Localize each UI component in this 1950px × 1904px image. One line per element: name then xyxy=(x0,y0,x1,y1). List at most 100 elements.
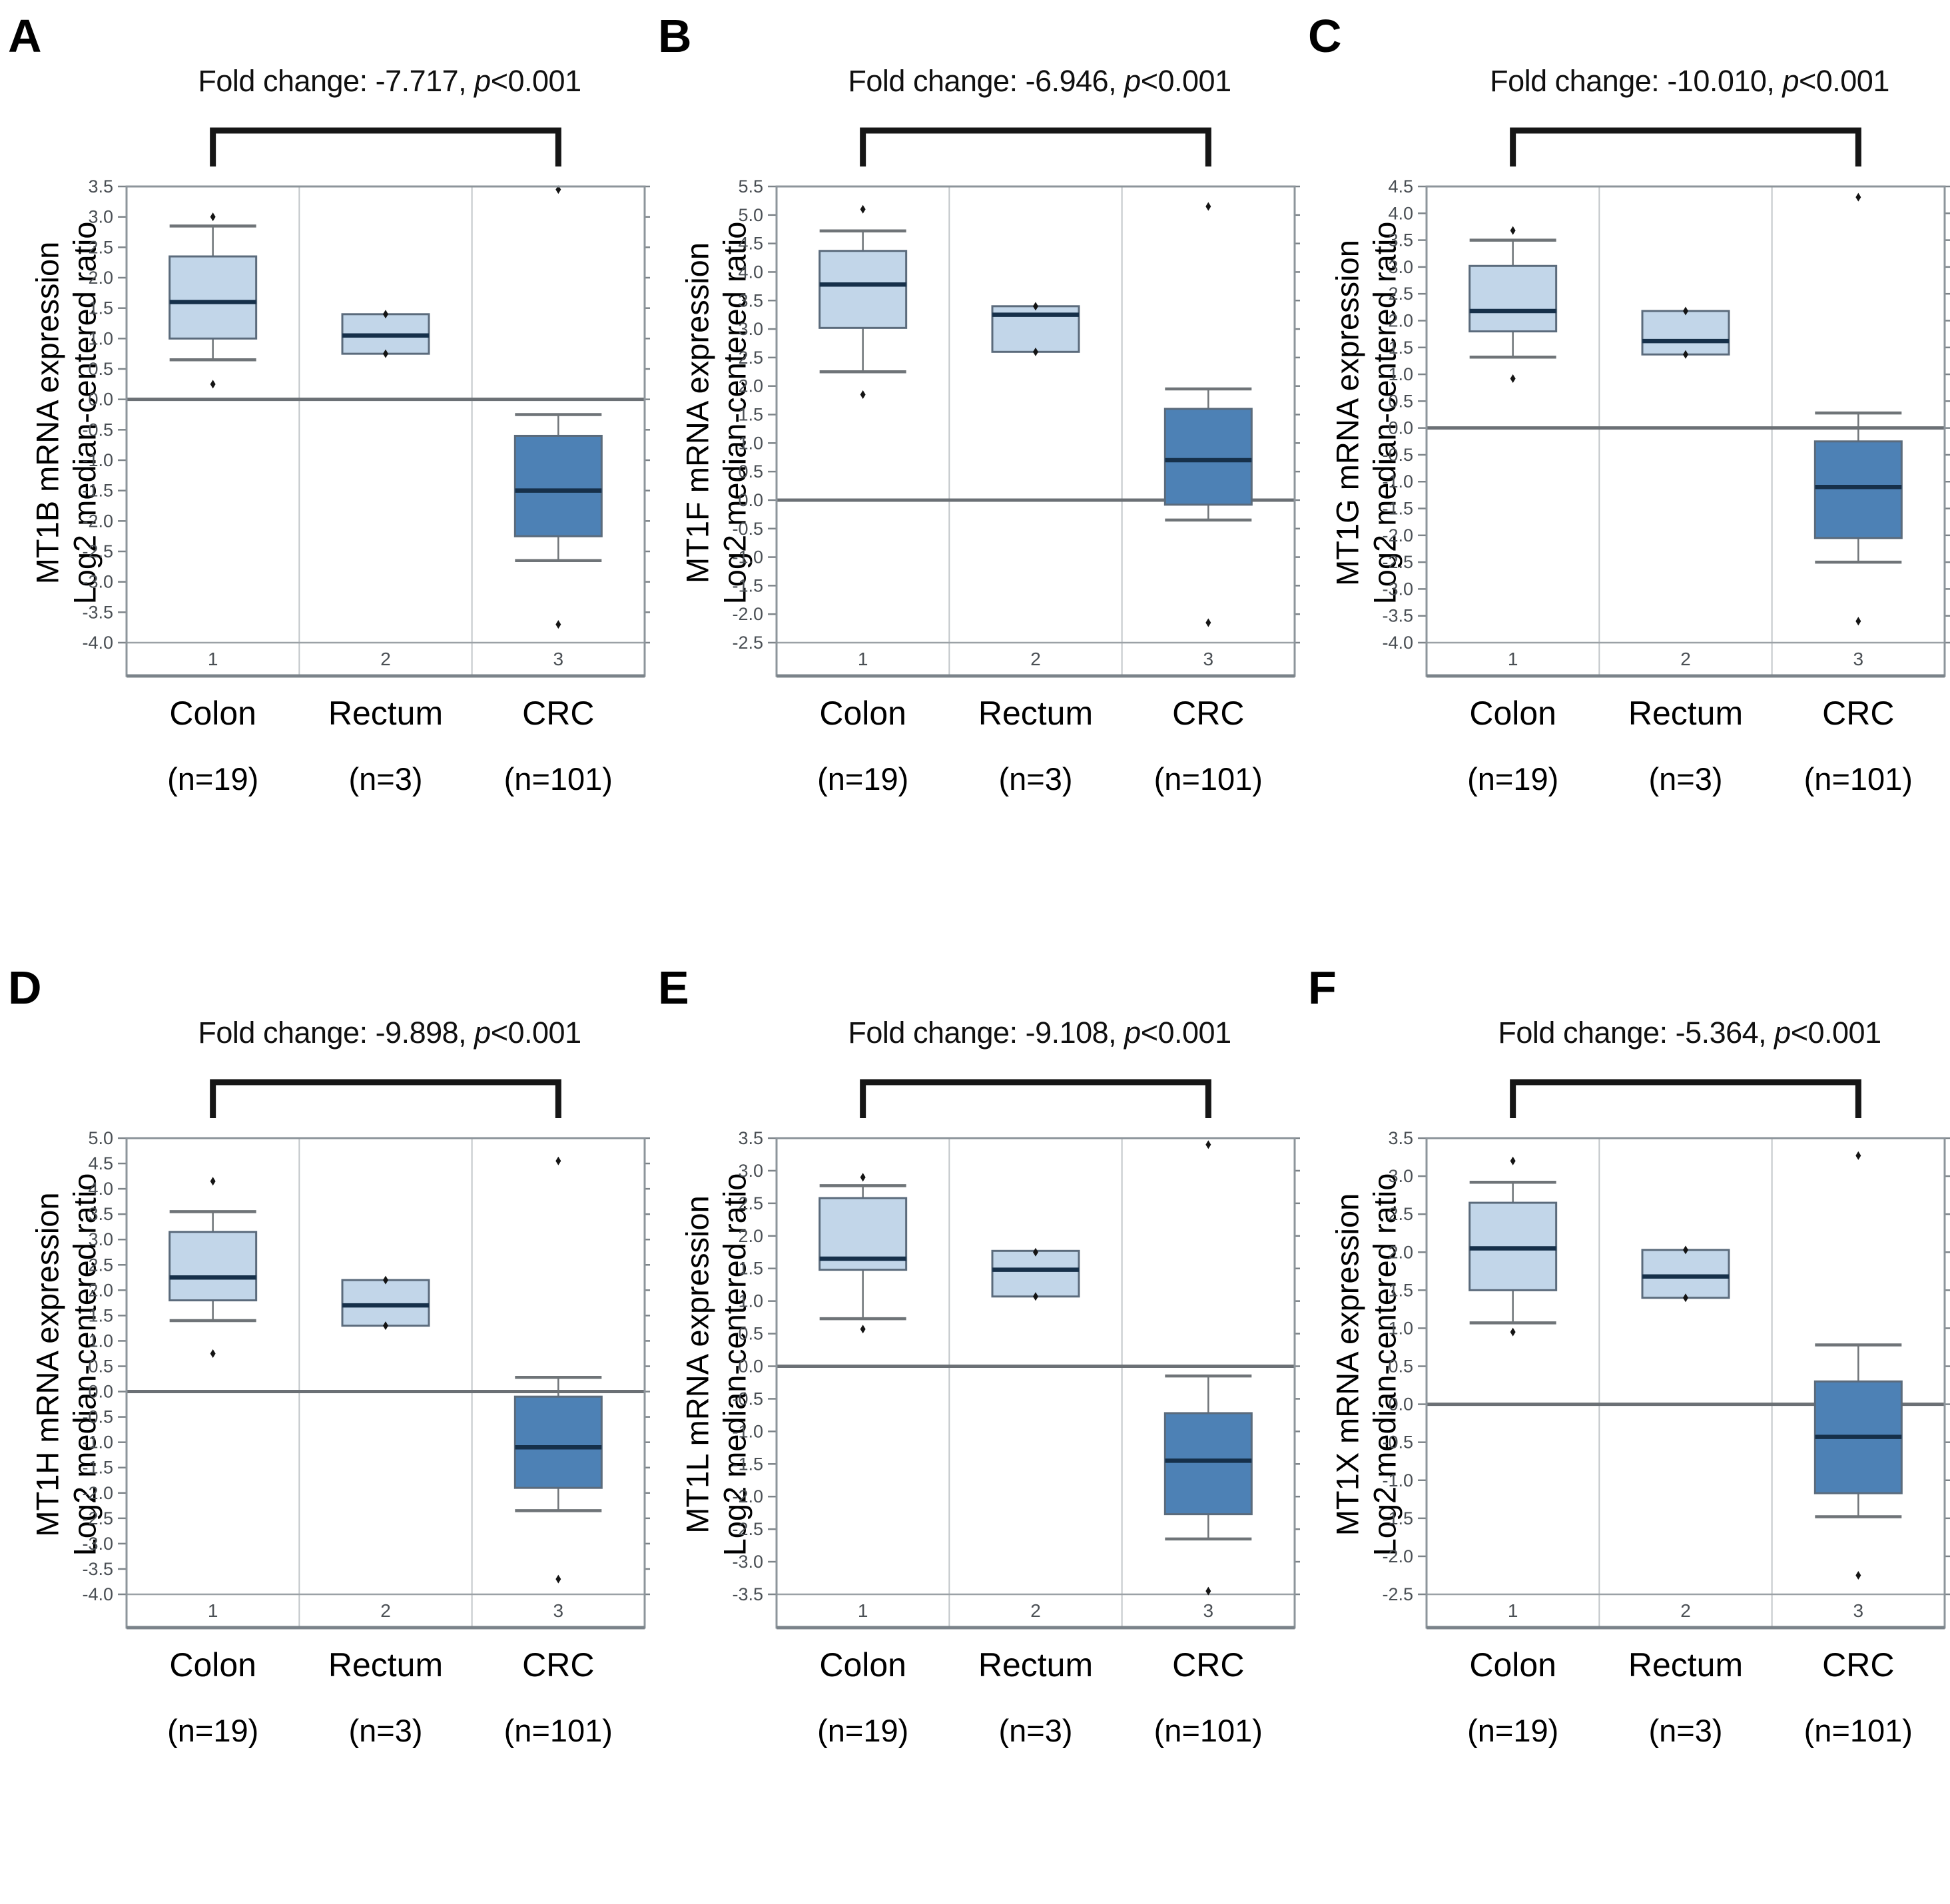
box-colon xyxy=(818,250,908,329)
box-colon xyxy=(1468,264,1558,333)
y-tick-label: 0.0 xyxy=(88,390,113,410)
y-tick-label: -3.5 xyxy=(82,1559,113,1579)
y-tick-label: -1.0 xyxy=(82,1432,113,1452)
y-tick-label: -0.5 xyxy=(1382,1432,1413,1452)
y-tick-label: -0.5 xyxy=(82,1407,113,1427)
y-tick-label: -1.5 xyxy=(1382,1508,1413,1528)
fold-change-title: Fold change: -9.898, p<0.001 xyxy=(198,1016,581,1050)
box-crc-outlier-point xyxy=(1205,202,1211,211)
group-index-strip: 1 2 3 xyxy=(1427,643,1945,676)
box-colon xyxy=(168,1231,258,1302)
y-tick-label: 1.0 xyxy=(1388,364,1413,384)
y-tick-label: 2.5 xyxy=(88,1255,113,1275)
group-n: (n=101) xyxy=(1803,761,1913,796)
group-index: 2 xyxy=(1030,649,1041,669)
panel-letter: B xyxy=(658,10,692,62)
p-symbol: p xyxy=(474,64,491,98)
y-tick-label: -0.5 xyxy=(82,420,113,440)
plot-frame xyxy=(1425,185,1946,677)
x-axis-labels: Colon (n=19) Rectum (n=3) CRC (n=101) xyxy=(1427,694,1945,797)
y-tick-label: 1.0 xyxy=(88,1331,113,1351)
fold-change-title: Fold change: -9.108, p<0.001 xyxy=(848,1016,1231,1050)
box-crc-outlier-point xyxy=(1855,1151,1861,1160)
y-tick-label: 3.5 xyxy=(88,1204,113,1224)
y-tick-label: 0.0 xyxy=(1388,1395,1413,1415)
p-symbol: p xyxy=(1124,64,1141,98)
box-crc-outlier-point xyxy=(555,1156,561,1165)
y-tick-label: -1.5 xyxy=(82,481,113,501)
box-crc xyxy=(1163,408,1253,506)
group-n: (n=19) xyxy=(1467,761,1559,796)
fold-change-text: Fold change: -5.364, xyxy=(1498,1016,1775,1050)
box-colon-outlier-point xyxy=(1510,1156,1516,1165)
group-index: 3 xyxy=(1203,1600,1214,1621)
significance-bracket xyxy=(1510,127,1861,166)
group-index: 1 xyxy=(857,649,868,669)
box-rectum-outlier-point xyxy=(1033,302,1038,311)
group-name: CRC xyxy=(1822,695,1895,732)
group-index: 3 xyxy=(553,649,564,669)
group-name: Rectum xyxy=(328,695,444,732)
group-index: 1 xyxy=(207,649,218,669)
y-tick-label: 2.5 xyxy=(738,348,763,368)
fold-change-text: Fold change: -6.946, xyxy=(848,64,1125,98)
fold-change-title: Fold change: -10.010, p<0.001 xyxy=(1490,64,1889,99)
y-tick-label: 0.5 xyxy=(738,462,763,481)
group-n: (n=19) xyxy=(167,761,259,796)
y-tick-label: -1.5 xyxy=(732,575,763,595)
y-tick-label: -1.0 xyxy=(1382,472,1413,491)
box-colon-outlier-point xyxy=(1510,1327,1516,1337)
group-index: 2 xyxy=(1680,1600,1691,1621)
group-name: Rectum xyxy=(978,695,1094,732)
y-tick-label: 4.5 xyxy=(738,234,763,254)
p-threshold: <0.001 xyxy=(1790,1016,1881,1050)
p-threshold: <0.001 xyxy=(1798,64,1889,98)
panel-f: F Fold change: -5.364, p<0.001 MT1X mRNA… xyxy=(1300,952,1950,1903)
group-name: Colon xyxy=(819,1646,906,1684)
y-tick-label: -2.5 xyxy=(732,1519,763,1539)
fold-change-text: Fold change: -9.108, xyxy=(848,1016,1125,1050)
box-crc-outlier-point xyxy=(1855,192,1861,202)
y-tick-label: 0.5 xyxy=(88,1357,113,1377)
p-symbol: p xyxy=(1782,64,1799,98)
y-tick-label: 1.0 xyxy=(738,1291,763,1311)
y-tick-label: 3.0 xyxy=(88,1229,113,1249)
y-tick-label: -3.0 xyxy=(82,1534,113,1554)
group-n: (n=3) xyxy=(1648,761,1723,796)
y-tick-label: 1.5 xyxy=(88,1305,113,1325)
fold-change-title: Fold change: -7.717, p<0.001 xyxy=(198,64,581,99)
box-crc xyxy=(1163,1412,1253,1516)
box-rectum-outlier-point xyxy=(383,310,388,319)
box-colon-outlier-point xyxy=(210,1177,216,1186)
y-tick-label: -2.5 xyxy=(732,633,763,653)
panel-b: B Fold change: -6.946, p<0.001 MT1F mRNA… xyxy=(650,0,1300,952)
box-rectum-outlier-point xyxy=(383,349,388,358)
p-symbol: p xyxy=(1774,1016,1791,1050)
group-index-strip: 1 2 3 xyxy=(777,1594,1295,1628)
group-index: 2 xyxy=(380,649,391,669)
group-index-strip: 1 2 3 xyxy=(777,643,1295,676)
y-tick-label: 2.5 xyxy=(1388,1204,1413,1224)
group-name: Rectum xyxy=(1628,1646,1744,1684)
y-tick-label: 4.5 xyxy=(88,1153,113,1173)
y-tick-label: 1.5 xyxy=(738,405,763,425)
group-index: 1 xyxy=(207,1600,218,1621)
p-symbol: p xyxy=(1124,1016,1141,1050)
boxplot-chart: 3.5 3.0 2.5 2.0 1.5 1.0 0.5 0.0 -0.5 -1.0 -1.5 -2.0… xyxy=(732,1079,1300,1630)
group-n: (n=101) xyxy=(1153,761,1263,796)
group-name: Colon xyxy=(819,695,906,732)
group-index: 3 xyxy=(1853,1600,1864,1621)
y-tick-label: -3.0 xyxy=(82,572,113,592)
box-rectum-outlier-point xyxy=(383,1275,388,1285)
group-index-strip: 1 2 3 xyxy=(127,1594,645,1628)
y-tick-label: -2.5 xyxy=(82,541,113,561)
group-name: Rectum xyxy=(1628,695,1744,732)
box-colon-outlier-point xyxy=(860,390,866,400)
y-tick-label: 2.0 xyxy=(738,376,763,396)
group-index: 3 xyxy=(1853,649,1864,669)
group-index: 1 xyxy=(1507,1600,1518,1621)
y-tick-label: -2.5 xyxy=(82,1508,113,1528)
group-n: (n=101) xyxy=(503,761,613,796)
group-n: (n=101) xyxy=(1153,1713,1263,1748)
panel-a: A Fold change: -7.717, p<0.001 MT1B mRNA… xyxy=(0,0,650,952)
